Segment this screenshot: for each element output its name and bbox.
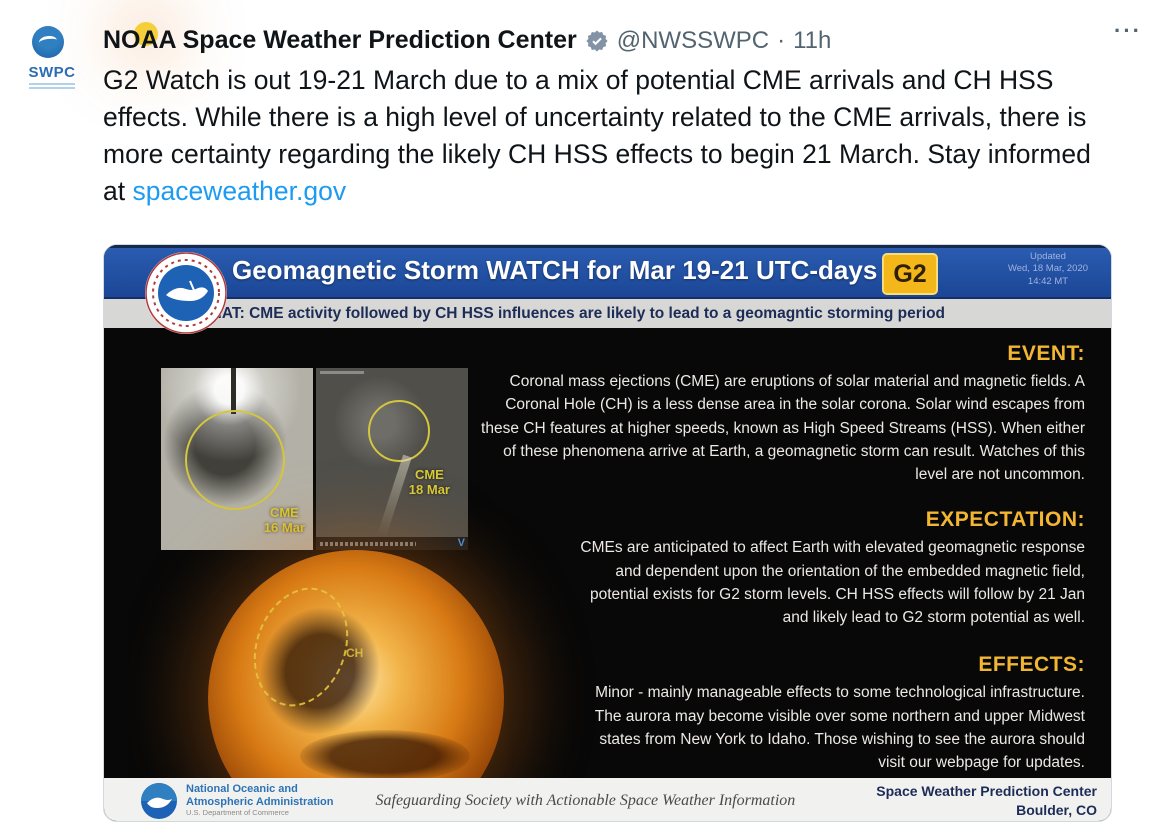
infographic-body: CME 16 Mar CME 18 Mar V <box>104 328 1111 778</box>
swpc-logo-icon <box>30 22 158 62</box>
tweet-media-card[interactable]: Geomagnetic Storm WATCH for Mar 19-21 UT… <box>103 244 1112 822</box>
tweet-header: NOAA Space Weather Prediction Center @NW… <box>103 26 1143 55</box>
tweet-timestamp[interactable]: 11h <box>793 26 832 54</box>
cme-16mar-label: CME 16 Mar <box>263 504 305 536</box>
swpc-location: Space Weather Prediction Center Boulder,… <box>876 783 1097 818</box>
instrument-logo-icon: V <box>457 537 465 549</box>
panel-caption-bar: V <box>316 537 468 550</box>
footer-tagline: Safeguarding Society with Actionable Spa… <box>375 791 796 809</box>
nws-logo-icon <box>145 252 227 334</box>
coronagraph-panel-16mar: CME 16 Mar <box>161 368 313 550</box>
info-sections: EVENT: Coronal mass ejections (CME) are … <box>463 328 1111 774</box>
what-strip: WHAT: CME activity followed by CH HSS in… <box>104 299 1111 328</box>
coronagraph-panel-18mar: CME 18 Mar V <box>316 368 468 550</box>
effects-body: Minor - mainly manageable effects to som… <box>594 684 1085 771</box>
agency-text: National Oceanic and Atmospheric Adminis… <box>186 783 334 818</box>
effects-heading: EFFECTS: <box>978 653 1085 677</box>
noaa-logo-icon <box>141 782 177 819</box>
coronagraph-panels: CME 16 Mar CME 18 Mar V <box>161 368 468 550</box>
sun-image: CH <box>208 550 504 778</box>
event-heading: EVENT: <box>1007 342 1085 365</box>
infographic-header: Geomagnetic Storm WATCH for Mar 19-21 UT… <box>104 245 1111 334</box>
avatar-label: SWPC <box>28 64 76 81</box>
cme-circle-annotation <box>368 400 430 462</box>
tweet-text: G2 Watch is out 19-21 March due to a mix… <box>103 62 1119 210</box>
avatar-subtext-decoration <box>29 83 75 91</box>
cme-circle-annotation <box>185 410 285 510</box>
tweet-body: G2 Watch is out 19-21 March due to a mix… <box>103 65 1091 206</box>
expectation-body: CMEs are anticipated to affect Earth wit… <box>580 539 1085 626</box>
spaceweather-link[interactable]: spaceweather.gov <box>132 176 347 206</box>
more-menu-button[interactable]: ··· <box>1114 18 1142 43</box>
author-handle[interactable]: @NWSSWPC <box>616 26 770 54</box>
separator-dot: · <box>777 26 786 54</box>
g2-scale-badge: G2 <box>882 253 938 295</box>
infographic-title: Geomagnetic Storm WATCH for Mar 19-21 UT… <box>232 255 878 285</box>
event-body: Coronal mass ejections (CME) are eruptio… <box>481 373 1085 483</box>
coronal-hole-label: CH <box>346 646 364 660</box>
expectation-heading: EXPECTATION: <box>925 508 1085 532</box>
infographic-footer: National Oceanic and Atmospheric Adminis… <box>104 778 1111 821</box>
cme-18mar-label: CME 18 Mar <box>408 466 450 498</box>
avatar[interactable]: SWPC <box>18 22 158 98</box>
what-text: WHAT: CME activity followed by CH HSS in… <box>196 304 946 322</box>
updated-timestamp: Updated Wed, 18 Mar, 2020 14:42 MT <box>1007 251 1089 287</box>
verified-badge-icon <box>586 30 608 51</box>
author-name[interactable]: NOAA Space Weather Prediction Center <box>103 26 577 54</box>
